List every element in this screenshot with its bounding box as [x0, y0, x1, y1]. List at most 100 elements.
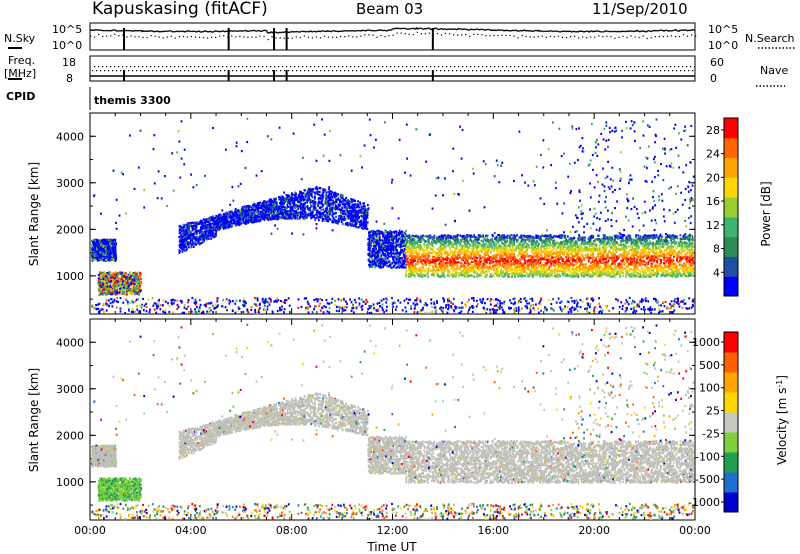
nsky-segment [674, 28, 677, 31]
data-cell [112, 250, 115, 253]
data-cell [137, 289, 140, 292]
data-cell [186, 233, 189, 236]
data-cell [110, 298, 112, 301]
data-cell [677, 299, 679, 302]
nave-point [320, 70, 322, 72]
data-cell [420, 309, 423, 312]
data-cell [670, 311, 673, 314]
nsky-segment [371, 29, 374, 32]
data-cell [412, 302, 415, 305]
data-cell [450, 301, 452, 304]
data-cell [341, 306, 344, 310]
nave-point [136, 70, 138, 72]
data-cell [187, 299, 190, 302]
nsky-segment [658, 29, 661, 32]
nave-point [298, 66, 300, 68]
data-cell [115, 280, 118, 283]
nsearch-point [380, 34, 382, 37]
data-cell [492, 299, 495, 302]
data-cell [195, 243, 197, 246]
data-cell [587, 304, 589, 307]
data-cell [540, 309, 542, 312]
data-cell [632, 311, 634, 314]
data-cell [250, 308, 253, 312]
data-cell [108, 239, 110, 242]
data-cell [98, 310, 101, 313]
data-cell [588, 311, 591, 315]
nave-point [400, 70, 402, 72]
data-cell [311, 311, 314, 314]
data-cell [533, 308, 536, 311]
nsky-segment [308, 30, 311, 33]
data-cell [566, 305, 569, 309]
data-cell [365, 298, 368, 302]
nave-point [592, 70, 594, 72]
nsearch-point [674, 35, 677, 38]
nsearch-point [311, 37, 314, 39]
data-cell [316, 214, 319, 217]
nsky-segment [287, 31, 290, 34]
data-cell [98, 248, 100, 251]
nsearch-point [303, 35, 305, 37]
nsky-segment [441, 27, 444, 30]
data-cell [433, 303, 436, 306]
cpid-label: CPID [6, 90, 35, 103]
data-cell [192, 245, 195, 248]
data-cell [305, 306, 307, 310]
nsearch-point [239, 35, 241, 37]
data-cell [539, 300, 542, 303]
data-cell [571, 306, 574, 309]
data-cell [364, 302, 367, 305]
nave-point [576, 70, 578, 72]
data-cell [442, 308, 445, 311]
nave-point [174, 66, 176, 68]
nsky-segment [378, 29, 380, 32]
data-cell [113, 300, 115, 303]
data-cell [341, 223, 344, 226]
nsky-segment [299, 30, 302, 33]
data-cell [233, 222, 236, 225]
data-cell [234, 302, 237, 305]
nave-point [550, 66, 552, 68]
data-cell [599, 305, 601, 308]
nave-point [102, 66, 104, 68]
data-cell [632, 307, 635, 310]
data-cell [570, 296, 573, 299]
data-cell [563, 307, 566, 310]
data-cell [240, 222, 243, 225]
data-cell [214, 303, 217, 306]
data-cell [123, 282, 126, 285]
nave-point [214, 66, 216, 68]
data-cell [91, 253, 94, 256]
data-cell [633, 309, 636, 312]
data-cell [633, 301, 636, 304]
data-cell [440, 306, 443, 309]
nsky-segment [577, 30, 580, 33]
nave-point [488, 70, 490, 72]
data-cell [93, 240, 95, 243]
nave-point [522, 66, 524, 68]
data-cell [334, 299, 336, 302]
data-cell [552, 308, 554, 311]
data-cell [484, 308, 487, 311]
nave-point [684, 70, 686, 72]
data-cell [497, 299, 499, 302]
nave-point [304, 70, 306, 72]
data-cell [112, 278, 114, 281]
nave-point [458, 66, 460, 68]
nave-point [532, 70, 534, 72]
data-cell [111, 273, 114, 276]
nsky-segment [151, 30, 155, 33]
nsearch-point [606, 35, 608, 37]
nsky-segment [170, 30, 173, 32]
data-cell [638, 303, 641, 306]
nsky-segment [403, 27, 405, 30]
nsearch-point [582, 36, 584, 38]
data-cell [193, 301, 196, 304]
data-cell [514, 301, 516, 304]
nave-point [116, 70, 118, 72]
data-cell [109, 287, 112, 291]
nsearch-point [561, 36, 564, 38]
data-cell [235, 299, 238, 302]
data-cell [443, 298, 446, 301]
